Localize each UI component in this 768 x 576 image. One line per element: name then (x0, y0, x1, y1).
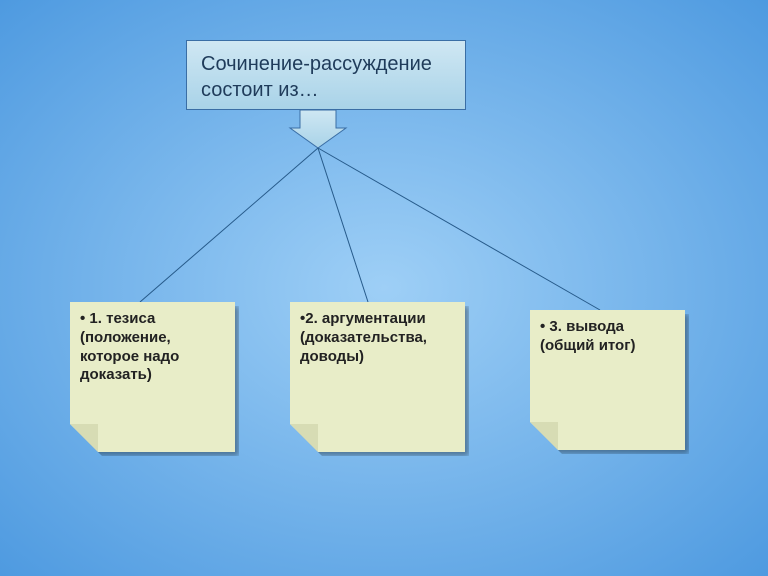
slide-stage: Сочинение-рассуждение состоит из… • 1. т… (0, 0, 768, 576)
note-conclusion: • 3. вывода (общий итог) (530, 310, 685, 450)
note-text: • 1. тезиса (положение, которое надо док… (80, 310, 179, 383)
note-fold-icon (530, 422, 558, 450)
title-text: Сочинение-рассуждение состоит из… (201, 53, 432, 101)
note-fold-icon (290, 424, 318, 452)
title-box: Сочинение-рассуждение состоит из… (186, 40, 466, 110)
note-text: • 3. вывода (общий итог) (540, 318, 635, 354)
note-fold-icon (70, 424, 98, 452)
note-text: •2. аргументации (доказательства, доводы… (300, 310, 427, 365)
note-arguments: •2. аргументации (доказательства, доводы… (290, 302, 465, 452)
note-thesis: • 1. тезиса (положение, которое надо док… (70, 302, 235, 452)
